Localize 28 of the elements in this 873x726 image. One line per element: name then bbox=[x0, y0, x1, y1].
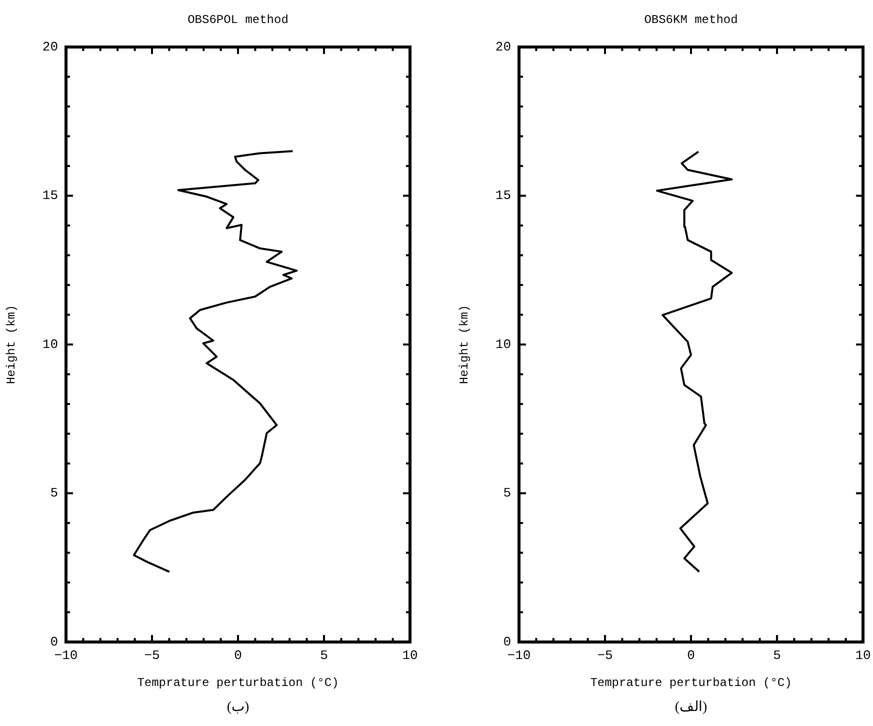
y-axis-title: Height (km) bbox=[4, 304, 18, 384]
x-tick-label: −10 bbox=[54, 648, 78, 664]
x-tick-label: 10 bbox=[855, 648, 871, 664]
x-tick-label: 5 bbox=[773, 648, 781, 664]
chart-title: OBS6POL method bbox=[188, 13, 288, 28]
y-tick-label: 10 bbox=[495, 336, 511, 352]
y-tick-label: 0 bbox=[503, 634, 511, 650]
x-tick-label: −10 bbox=[507, 648, 531, 664]
y-tick-label: 5 bbox=[503, 486, 511, 501]
y-tick-label: 15 bbox=[495, 188, 511, 204]
text: (ب) bbox=[226, 699, 250, 716]
y-tick-label: 10 bbox=[42, 336, 58, 352]
y-tick-label: 20 bbox=[495, 39, 511, 54]
x-tick-label: −5 bbox=[144, 648, 160, 664]
y-tick-label: 20 bbox=[42, 39, 58, 54]
text: (الف) bbox=[674, 699, 708, 716]
y-axis-title: Height (km) bbox=[457, 304, 472, 384]
x-tick-label: 0 bbox=[687, 648, 695, 664]
x-tick-label: 0 bbox=[234, 648, 242, 664]
x-axis-title: Temprature perturbation (°C) bbox=[590, 676, 792, 690]
x-tick-label: 10 bbox=[402, 648, 418, 664]
y-tick-label: 5 bbox=[50, 486, 58, 501]
y-tick-label: 15 bbox=[42, 188, 58, 204]
x-tick-label: 5 bbox=[320, 648, 328, 664]
x-tick-label: −5 bbox=[597, 648, 613, 664]
chart-title: OBS6KM method bbox=[644, 13, 738, 28]
y-tick-label: 0 bbox=[50, 634, 58, 650]
x-axis-title: Temprature perturbation (°C) bbox=[137, 676, 339, 690]
